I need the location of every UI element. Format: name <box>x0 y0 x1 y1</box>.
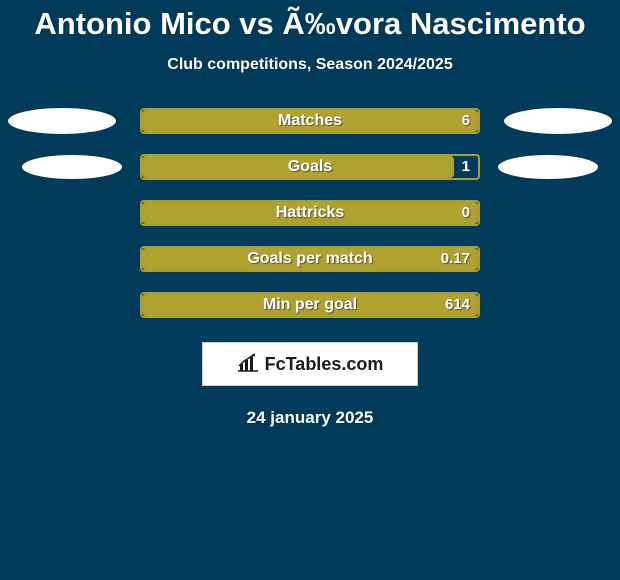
stat-bar <box>140 292 480 318</box>
left-ellipse <box>8 108 116 134</box>
subtitle: Club competitions, Season 2024/2025 <box>0 56 620 74</box>
logo-box[interactable]: FcTables.com <box>202 342 418 386</box>
left-ellipse <box>22 155 122 179</box>
stat-bar <box>140 108 480 134</box>
logo-text: FcTables.com <box>265 354 384 375</box>
stat-row: Goals per match0.17 <box>0 246 620 272</box>
stat-row: Hattricks0 <box>0 200 620 226</box>
stat-bar-fill <box>142 110 478 132</box>
stat-row: Min per goal614 <box>0 292 620 318</box>
stat-bar-fill <box>142 202 478 224</box>
stat-rows: Matches6 Goals1 Hattricks0 Goals per match0… <box>0 108 620 318</box>
stat-bar <box>140 246 480 272</box>
date-text: 24 january 2025 <box>0 408 620 428</box>
stat-bar <box>140 154 480 180</box>
barchart-icon <box>237 352 259 377</box>
stat-row: Matches6 <box>0 108 620 134</box>
stat-bar-fill <box>142 294 478 316</box>
comparison-card: Antonio Mico vs Ã‰vora Nascimento Club c… <box>0 0 620 580</box>
page-title: Antonio Mico vs Ã‰vora Nascimento <box>0 0 620 42</box>
right-ellipse <box>504 108 612 134</box>
stat-bar <box>140 200 480 226</box>
stat-bar-fill <box>142 248 478 270</box>
right-ellipse <box>498 155 598 179</box>
stat-bar-fill <box>142 156 454 178</box>
stat-row: Goals1 <box>0 154 620 180</box>
